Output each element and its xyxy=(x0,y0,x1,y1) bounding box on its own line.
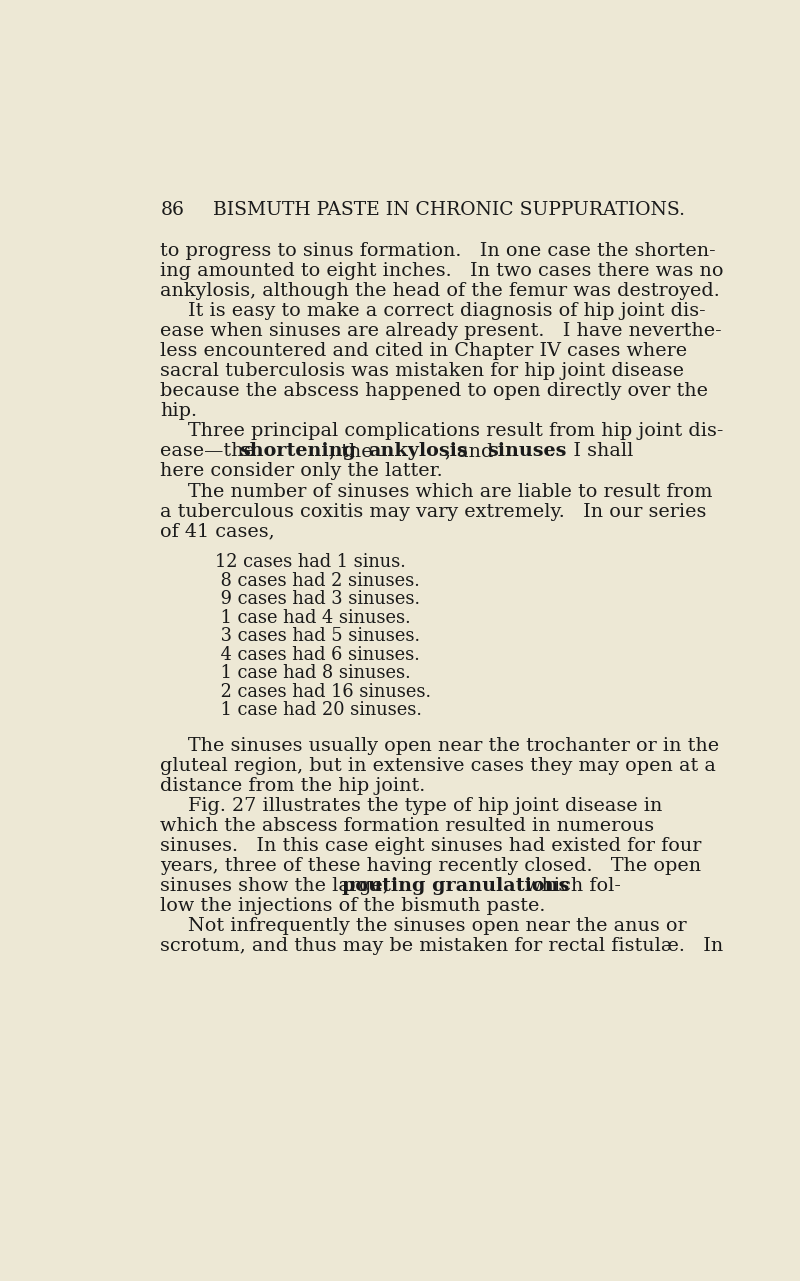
Text: years, three of these having recently closed.   The open: years, three of these having recently cl… xyxy=(161,857,702,875)
Text: 1 case had 20 sinuses.: 1 case had 20 sinuses. xyxy=(214,701,422,719)
Text: ease—the: ease—the xyxy=(161,442,262,460)
Text: 3 cases had 5 sinuses.: 3 cases had 5 sinuses. xyxy=(214,628,420,646)
Text: ankylosis: ankylosis xyxy=(368,442,467,460)
Text: 2 cases had 16 sinuses.: 2 cases had 16 sinuses. xyxy=(214,683,430,701)
Text: Fig. 27 illustrates the type of hip joint disease in: Fig. 27 illustrates the type of hip join… xyxy=(187,797,662,815)
Text: 4 cases had 6 sinuses.: 4 cases had 6 sinuses. xyxy=(214,646,419,664)
Text: 1 case had 8 sinuses.: 1 case had 8 sinuses. xyxy=(214,665,410,683)
Text: a tuberculous coxitis may vary extremely.   In our series: a tuberculous coxitis may vary extremely… xyxy=(161,502,707,520)
Text: Not infrequently the sinuses open near the anus or: Not infrequently the sinuses open near t… xyxy=(187,917,686,935)
Text: because the abscess happened to open directly over the: because the abscess happened to open dir… xyxy=(161,383,709,401)
Text: BISMUTH PASTE IN CHRONIC SUPPURATIONS.: BISMUTH PASTE IN CHRONIC SUPPURATIONS. xyxy=(213,201,685,219)
Text: , the: , the xyxy=(330,442,379,460)
Text: 9 cases had 3 sinuses.: 9 cases had 3 sinuses. xyxy=(214,591,420,608)
Text: , and: , and xyxy=(445,442,500,460)
Text: The number of sinuses which are liable to result from: The number of sinuses which are liable t… xyxy=(187,483,712,501)
Text: to progress to sinus formation.   In one case the shorten-: to progress to sinus formation. In one c… xyxy=(161,242,716,260)
Text: gluteal region, but in extensive cases they may open at a: gluteal region, but in extensive cases t… xyxy=(161,757,716,775)
Text: less encountered and cited in Chapter IV cases where: less encountered and cited in Chapter IV… xyxy=(161,342,687,360)
Text: ankylosis, although the head of the femur was destroyed.: ankylosis, although the head of the femu… xyxy=(161,282,720,300)
Text: sacral tuberculosis was mistaken for hip joint disease: sacral tuberculosis was mistaken for hip… xyxy=(161,363,685,380)
Text: pouting granulations: pouting granulations xyxy=(342,876,570,894)
Text: hip.: hip. xyxy=(161,402,198,420)
Text: which fol-: which fol- xyxy=(518,876,621,894)
Text: distance from the hip joint.: distance from the hip joint. xyxy=(161,776,426,794)
Text: It is easy to make a correct diagnosis of hip joint dis-: It is easy to make a correct diagnosis o… xyxy=(187,302,706,320)
Text: 12 cases had 1 sinus.: 12 cases had 1 sinus. xyxy=(214,553,406,571)
Text: 86: 86 xyxy=(161,201,184,219)
Text: ing amounted to eight inches.   In two cases there was no: ing amounted to eight inches. In two cas… xyxy=(161,263,724,281)
Text: sinuses show the large,: sinuses show the large, xyxy=(161,876,395,894)
Text: which the abscess formation resulted in numerous: which the abscess formation resulted in … xyxy=(161,817,654,835)
Text: 1 case had 4 sinuses.: 1 case had 4 sinuses. xyxy=(214,608,410,626)
Text: ease when sinuses are already present.   I have neverthe-: ease when sinuses are already present. I… xyxy=(161,323,722,341)
Text: .   I shall: . I shall xyxy=(549,442,634,460)
Text: Three principal complications result from hip joint dis-: Three principal complications result fro… xyxy=(187,423,723,441)
Text: 8 cases had 2 sinuses.: 8 cases had 2 sinuses. xyxy=(214,571,419,589)
Text: The sinuses usually open near the trochanter or in the: The sinuses usually open near the trocha… xyxy=(187,737,718,755)
Text: here consider only the latter.: here consider only the latter. xyxy=(161,462,443,480)
Text: of 41 cases,: of 41 cases, xyxy=(161,523,275,541)
Text: sinuses.   In this case eight sinuses had existed for four: sinuses. In this case eight sinuses had … xyxy=(161,836,702,854)
Text: shortening: shortening xyxy=(238,442,356,460)
Text: low the injections of the bismuth paste.: low the injections of the bismuth paste. xyxy=(161,897,546,915)
Text: scrotum, and thus may be mistaken for rectal fistulæ.   In: scrotum, and thus may be mistaken for re… xyxy=(161,936,724,954)
Text: sinuses: sinuses xyxy=(487,442,566,460)
